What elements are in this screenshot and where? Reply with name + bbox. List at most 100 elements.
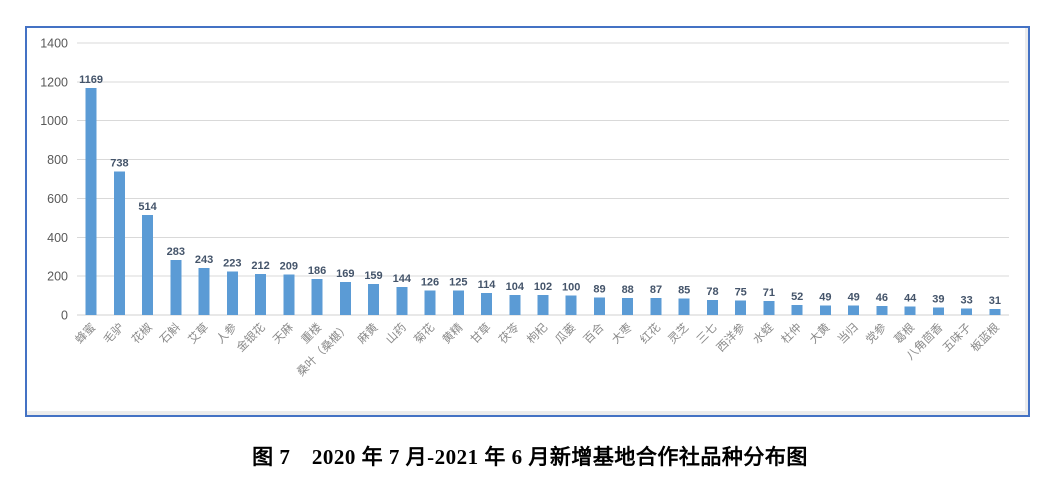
bar-value-label: 46 <box>876 292 888 304</box>
bar <box>452 290 464 315</box>
bar <box>142 215 154 315</box>
x-tick-label: 水蛭 <box>750 320 777 347</box>
bar <box>565 295 577 315</box>
x-tick-label: 枸杞 <box>524 320 551 347</box>
bar <box>848 305 860 315</box>
x-tick-label: 葛根 <box>891 320 918 347</box>
x-tick-label: 甘草 <box>468 321 493 346</box>
x-tick-label: 菊花 <box>412 321 438 347</box>
bar <box>819 305 831 315</box>
bar-value-label: 75 <box>735 286 747 298</box>
x-tick-label: 重楼 <box>298 320 325 347</box>
bar-value-label: 44 <box>904 293 917 305</box>
y-tick-label: 800 <box>47 153 68 167</box>
x-tick-label: 大枣 <box>609 320 636 347</box>
x-tick-label: 板蓝根 <box>968 320 1003 355</box>
bar <box>961 308 973 315</box>
x-tick-label: 花椒 <box>129 320 156 347</box>
bar <box>707 299 718 315</box>
bar <box>735 300 747 315</box>
x-tick-label: 杜仲 <box>778 320 804 346</box>
bar-value-label: 71 <box>763 287 775 299</box>
bar-chart: 0 200 400 600 800 1000 1200 1400 1169 蜂蜜 738 毛驴 514 花… <box>40 37 1009 379</box>
x-tick-label: 毛驴 <box>100 320 126 346</box>
x-tick-label: 茯苓 <box>496 320 523 347</box>
bar-value-label: 283 <box>167 246 185 258</box>
bar-value-label: 186 <box>308 265 326 277</box>
y-tick-label: 200 <box>47 270 68 284</box>
x-tick-label: 山药 <box>383 321 408 346</box>
y-tick-label: 400 <box>47 231 68 245</box>
bar-value-label: 738 <box>110 158 128 170</box>
bar <box>226 271 238 315</box>
x-tick-label: 当归 <box>835 320 861 346</box>
bar <box>311 278 323 315</box>
bar-value-label: 52 <box>791 291 803 303</box>
bar-value-label: 212 <box>251 260 269 272</box>
bar-value-label: 104 <box>506 281 525 293</box>
bar <box>876 306 888 315</box>
bar-value-label: 144 <box>393 273 412 285</box>
bar-value-label: 159 <box>364 270 382 282</box>
bar-value-label: 31 <box>989 295 1001 307</box>
x-tick-label: 蜂蜜 <box>72 320 98 346</box>
x-tick-label: 百合 <box>580 320 607 347</box>
bar-value-label: 49 <box>819 292 831 304</box>
x-tick-label: 党参 <box>863 320 890 347</box>
bar-value-label: 125 <box>449 277 467 289</box>
bar <box>791 304 803 315</box>
bar <box>368 284 379 315</box>
bar-value-label: 114 <box>478 279 497 291</box>
bar <box>622 297 634 315</box>
chart-frame: 0 200 400 600 800 1000 1200 1400 1169 蜂蜜 738 毛驴 514 花… <box>25 26 1030 417</box>
x-tick-label: 麻黄 <box>354 320 380 346</box>
y-tick-label: 1400 <box>40 37 68 51</box>
y-tick-label: 1200 <box>40 75 68 89</box>
bar-value-label: 209 <box>280 260 298 272</box>
bar <box>594 297 605 315</box>
bar-value-label: 33 <box>960 295 972 307</box>
bar <box>932 307 944 315</box>
x-tick-label: 五味子 <box>940 321 974 355</box>
y-tick-label: 600 <box>47 192 68 206</box>
y-tick-label: 1000 <box>40 114 68 128</box>
x-tick-label: 灵芝 <box>666 321 692 347</box>
bar <box>85 87 97 316</box>
bar <box>424 290 436 315</box>
bar <box>396 287 408 315</box>
bar-value-label: 78 <box>706 286 718 298</box>
x-tick-label: 石斛 <box>157 320 184 347</box>
x-tick-label: 三七 <box>694 321 719 346</box>
y-tick-label: 0 <box>61 309 68 323</box>
bar <box>904 306 916 315</box>
x-tick-label: 大黄 <box>806 320 832 346</box>
bar <box>509 294 521 315</box>
bar-value-label: 88 <box>622 284 634 296</box>
bar <box>170 260 182 315</box>
bar-value-label: 49 <box>848 292 860 304</box>
bar-value-label: 243 <box>195 254 213 266</box>
x-tick-label: 艾草 <box>186 321 211 346</box>
x-tick-label: 人参 <box>213 320 240 347</box>
bar-value-label: 89 <box>593 284 605 296</box>
bar <box>678 298 690 315</box>
bar-value-label: 85 <box>678 285 690 297</box>
x-tick-label: 金银花 <box>233 320 268 355</box>
bar <box>283 274 295 315</box>
bar <box>113 171 125 315</box>
bar <box>537 295 549 315</box>
bar-value-label: 87 <box>650 284 662 296</box>
bar-value-label: 1169 <box>79 74 103 86</box>
x-tick-label: 天麻 <box>270 320 297 347</box>
bar-value-label: 100 <box>562 282 580 294</box>
bar <box>989 309 1001 315</box>
bar-value-label: 223 <box>223 258 241 270</box>
bar <box>650 298 662 315</box>
bar <box>339 282 351 315</box>
x-tick-label: 瓜蒌 <box>553 321 578 346</box>
bar <box>763 301 775 315</box>
bar-value-label: 102 <box>534 281 552 293</box>
x-tick-label: 黄精 <box>439 320 466 347</box>
x-tick-label: 红花 <box>638 321 664 347</box>
